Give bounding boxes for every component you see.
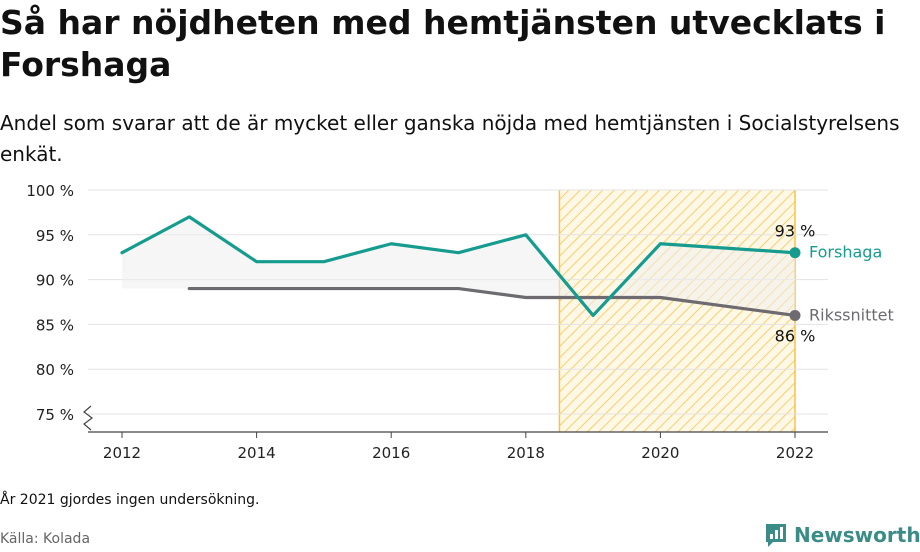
end-point-forshaga — [789, 247, 801, 259]
x-tick-label: 2022 — [776, 444, 814, 462]
series-label-rikssnittet: Rikssnittet — [809, 305, 894, 324]
end-point-rikssnittet — [789, 309, 801, 321]
y-tick-label: 95 % — [36, 227, 74, 245]
axis-break — [83, 405, 93, 431]
y-tick-label: 90 % — [36, 272, 74, 290]
series-line-rikssnittet — [187, 286, 797, 318]
chart-title: Så har nöjdheten med hemtjänsten utveckl… — [0, 3, 886, 84]
x-tick-label: 2016 — [372, 444, 410, 462]
line-chart: 75 % 80 % 85 % 90 % 95 % 100 % 2012 2014 2016 20… — [26, 182, 894, 462]
y-tick-label: 80 % — [36, 361, 74, 379]
x-tick-label: 2020 — [641, 444, 679, 462]
value-label-forshaga: 93 % — [775, 222, 816, 241]
chart-subtitle: Andel som svarar att de är mycket eller … — [0, 111, 900, 166]
x-tick-label: 2014 — [238, 444, 276, 462]
series-label-forshaga: Forshaga — [809, 243, 882, 262]
source-label: Källa: Kolada — [0, 531, 91, 547]
y-tick-label: 85 % — [36, 316, 74, 334]
newsworthy-icon — [766, 524, 786, 547]
y-tick-label: 100 % — [26, 182, 74, 200]
difference-area — [122, 216, 795, 316]
value-label-rikssnittet: 86 % — [775, 326, 816, 345]
y-tick-label: 75 % — [36, 406, 74, 424]
newsworthy-logo: Newsworthy — [764, 520, 920, 550]
x-tick-label: 2012 — [103, 444, 141, 462]
brand-name: Newsworthy — [794, 523, 920, 547]
series-line-forshaga — [120, 215, 797, 318]
x-tick-label: 2018 — [507, 444, 545, 462]
footnote: År 2021 gjordes ingen undersökning. — [0, 492, 260, 508]
